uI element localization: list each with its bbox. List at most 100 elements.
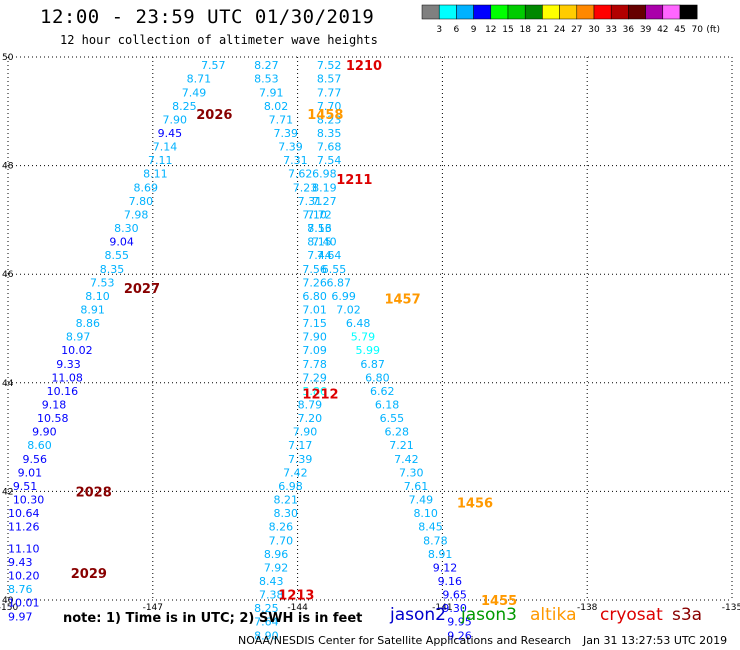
- swh-value: 5.79: [351, 331, 376, 344]
- swh-value: 8.25: [172, 100, 197, 113]
- pass-label: 1457: [384, 293, 420, 308]
- chart-title: 12:00 - 23:59 UTC 01/30/2019: [40, 6, 375, 28]
- pass-label: 1455: [481, 594, 517, 609]
- colorbar-swatch: [679, 4, 698, 20]
- swh-value: 8.21: [273, 494, 298, 507]
- swh-value: 6.28: [384, 426, 409, 439]
- swh-value: 6.98: [312, 168, 337, 181]
- swh-value: 7.91: [259, 86, 284, 99]
- legend-jason2: jason2: [390, 605, 446, 625]
- x-tick-label: -144: [287, 603, 308, 613]
- swh-value: 7.38: [259, 589, 284, 602]
- swh-value: 7.21: [389, 439, 414, 452]
- swh-value: 7.44: [307, 249, 332, 262]
- swh-value: 9.12: [433, 561, 458, 574]
- x-tick-label: -135: [722, 603, 740, 613]
- colorbar-tick-label: 6: [454, 25, 460, 35]
- legend-altika: altika: [530, 605, 577, 625]
- swh-value: 8.90: [254, 629, 279, 642]
- swh-value: 8.30: [114, 222, 139, 235]
- colorbar-tick-label: 45: [674, 25, 685, 35]
- swh-value: 7.39: [278, 141, 303, 154]
- credit-line: NOAA/NESDIS Center for Satellite Applica…: [238, 634, 572, 647]
- swh-value: 8.10: [413, 507, 438, 520]
- swh-value: 7.98: [124, 208, 149, 221]
- swh-value: 7.01: [302, 303, 327, 316]
- colorbar-tick-label: 12: [485, 25, 496, 35]
- swh-value: 7.70: [317, 100, 342, 113]
- colorbar-tick-label: 27: [571, 25, 582, 35]
- swh-value: 7.20: [298, 412, 323, 425]
- swh-value: 8.23: [317, 113, 342, 126]
- swh-value: 7.27: [312, 195, 337, 208]
- swh-value: 8.15: [307, 236, 332, 249]
- swh-value: 7.02: [336, 303, 361, 316]
- swh-value: 7.42: [394, 453, 419, 466]
- color-scale-bar: 3 6 9 12 15 18 21 24 27 30 33 36 39 42 45 70 (ft): [421, 4, 720, 35]
- swh-value: 8.10: [85, 290, 110, 303]
- swh-value: 8.11: [143, 168, 168, 181]
- grid-lines: [7, 56, 733, 601]
- pass-label: 2026: [196, 108, 232, 123]
- legend-s3a: s3a: [672, 605, 703, 625]
- swh-value: 7.92: [264, 561, 289, 574]
- pass-label: 2028: [76, 485, 112, 500]
- colorbar-tick-label: 21: [537, 25, 548, 35]
- swh-value: 7.72: [307, 208, 332, 221]
- y-tick-label: 46: [2, 270, 14, 280]
- pass-labels: 1210 2026 1458 1211 2027 1457 1212 2028 1456 2029…: [71, 59, 517, 609]
- swh-value: 7.49: [182, 86, 207, 99]
- swh-value: 11.10: [8, 542, 40, 555]
- pass-label: 1212: [302, 388, 338, 403]
- swh-value: 9.01: [18, 466, 43, 479]
- swh-value: 6.62: [370, 385, 395, 398]
- swh-value: 7.54: [317, 154, 342, 167]
- swh-value: 8.78: [423, 534, 448, 547]
- swh-value: 10.20: [8, 570, 40, 583]
- pass-label: 1213: [278, 589, 314, 604]
- swh-value: 6.80: [302, 290, 327, 303]
- footer-note: note: 1) Time is in UTC; 2) SWH is in fe…: [63, 611, 363, 626]
- swh-value: 8.02: [264, 100, 289, 113]
- swh-value: 10.30: [13, 494, 45, 507]
- swh-value: 7.11: [148, 154, 173, 167]
- colorbar-tick-label: 70: [691, 25, 703, 35]
- swh-value: 8.86: [76, 317, 101, 330]
- swh-value: 10.58: [37, 412, 69, 425]
- swh-value: 10.16: [47, 385, 79, 398]
- swh-value: 9.33: [56, 358, 80, 371]
- axis-tick-labels: -150 -147 -144 -141 -138 -135 40 42 44 46 48 50: [0, 53, 740, 613]
- swh-value: 8.60: [27, 439, 52, 452]
- swh-value: 7.31: [283, 154, 308, 167]
- legend-cryosat: cryosat: [600, 605, 663, 625]
- swh-value: 7.09: [302, 344, 327, 357]
- swh-value: 9.51: [13, 480, 38, 493]
- swh-value: 6.48: [346, 317, 371, 330]
- swh-value: 8.35: [317, 127, 342, 140]
- generation-timestamp: Jan 31 13:27:53 UTC 2019: [583, 634, 728, 647]
- swh-value: 7.80: [129, 195, 154, 208]
- swh-value: 9.30: [442, 602, 467, 615]
- swh-value: 7.56: [307, 222, 332, 235]
- swh-value: 7.39: [288, 453, 313, 466]
- swh-value: 7.15: [302, 317, 327, 330]
- swh-value: 7.40: [312, 236, 337, 249]
- swh-value: 8.35: [100, 263, 125, 276]
- swh-value: 7.42: [283, 466, 308, 479]
- swh-value: 6.99: [331, 290, 356, 303]
- swh-value: 7.64: [254, 616, 279, 629]
- swh-value: 10.02: [61, 344, 93, 357]
- swh-value: 7.53: [90, 276, 115, 289]
- swh-value: 7.71: [269, 113, 294, 126]
- swh-value: 9.56: [22, 453, 47, 466]
- swh-value: 6.87: [360, 358, 385, 371]
- pass-label: 1456: [457, 496, 493, 511]
- colorbar-tick-label: 42: [657, 25, 668, 35]
- swh-value: 7.26: [302, 276, 327, 289]
- pass-label: 1458: [307, 108, 343, 123]
- y-tick-label: 48: [2, 162, 14, 172]
- swh-value: 7.57: [201, 59, 226, 72]
- swh-value: 7.52: [317, 59, 342, 72]
- swh-value: 8.55: [105, 249, 129, 262]
